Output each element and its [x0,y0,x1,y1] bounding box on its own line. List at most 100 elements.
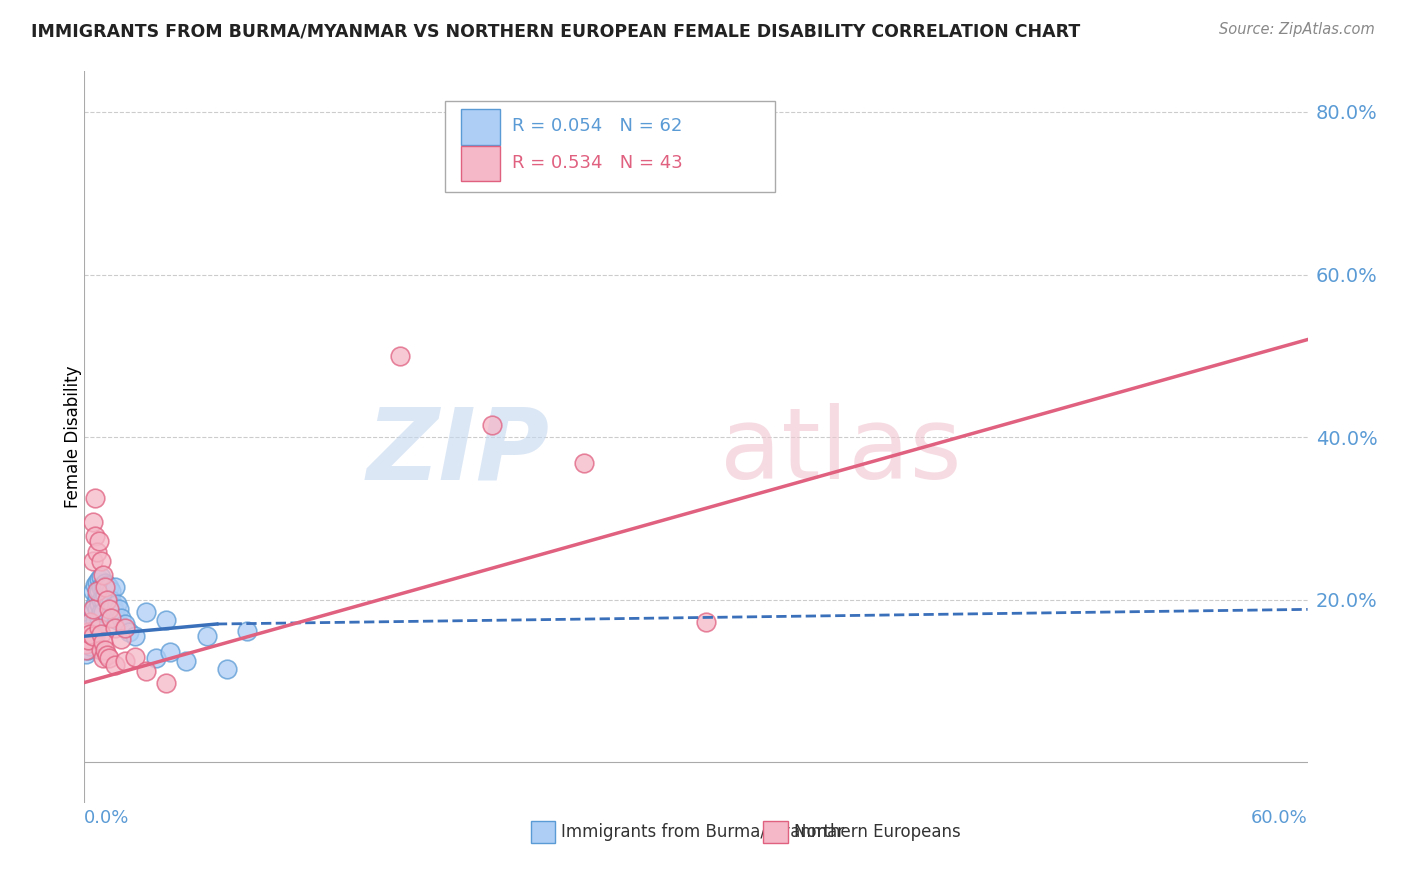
FancyBboxPatch shape [446,101,776,192]
Point [90,570,112,584]
Point [87,610,110,624]
Point [75,637,97,651]
Point [83,629,105,643]
Point [79,639,101,653]
Point [108,602,131,616]
Point [86,574,108,589]
Point [83,578,105,592]
Point [87,534,110,549]
Bar [461,146,501,181]
Text: ZIP: ZIP [366,403,550,500]
Text: Northern Europeans: Northern Europeans [794,823,960,841]
Point [82,605,104,619]
Point [86,602,108,616]
Point [91,605,114,619]
Point [155,675,177,690]
Point [97,594,120,608]
Point [97,602,120,616]
Point [90,581,112,595]
Point [75,635,97,649]
Point [104,621,127,635]
Point [91,592,114,607]
Point [83,491,105,505]
Point [77,625,100,640]
Point [96,578,118,592]
Point [79,626,101,640]
Point [91,635,114,649]
Point [96,648,118,662]
Point [389,349,412,363]
Point [145,651,167,665]
Point [124,649,146,664]
Point [82,635,104,649]
Point [75,629,97,643]
Point [195,629,218,643]
Point [93,589,115,603]
Point [97,581,120,595]
Point [83,529,105,543]
Point [77,632,100,646]
Bar [763,821,787,843]
Point [79,621,101,635]
Point [82,553,104,567]
Point [159,645,181,659]
Point [105,597,128,611]
Point [90,592,112,607]
Point [77,643,100,657]
Y-axis label: Female Disability: Female Disability [65,366,82,508]
Point [481,417,503,432]
Point [93,643,115,657]
Point [86,621,108,635]
Point [135,605,157,619]
Point [83,597,105,611]
Point [101,599,124,614]
Point [82,602,104,616]
Point [217,662,239,676]
Point [86,545,108,559]
Point [82,624,104,638]
Point [114,654,136,668]
Point [75,643,97,657]
Point [82,629,104,643]
Point [124,629,146,643]
Point [114,621,136,635]
Point [79,633,101,648]
Point [79,626,101,640]
Bar [531,821,555,843]
Point [96,592,118,607]
Point [100,610,122,624]
Point [93,576,115,591]
Point [93,581,115,595]
Point [90,605,112,619]
Point [90,626,112,640]
Point [90,553,112,567]
Bar [461,110,501,145]
Point [75,647,97,661]
Point [135,664,157,678]
Text: atlas: atlas [720,403,962,500]
Point [86,584,108,599]
Point [110,632,132,646]
Point [77,625,100,640]
Point [114,617,136,632]
Text: Source: ZipAtlas.com: Source: ZipAtlas.com [1219,22,1375,37]
Text: R = 0.054   N = 62: R = 0.054 N = 62 [513,117,683,136]
Point [87,572,110,586]
Point [572,456,595,470]
Point [82,584,104,599]
Point [100,584,122,599]
Text: Immigrants from Burma/Myanmar: Immigrants from Burma/Myanmar [561,823,845,841]
Point [91,568,114,582]
Point [87,597,110,611]
Point [87,584,110,599]
Point [104,605,127,619]
Point [82,516,104,530]
Point [174,654,197,668]
Point [87,621,110,635]
Point [96,592,118,607]
Point [236,624,259,638]
Text: 0.0%: 0.0% [84,809,129,827]
Point [100,592,122,607]
Point [91,581,114,595]
Point [104,657,127,672]
